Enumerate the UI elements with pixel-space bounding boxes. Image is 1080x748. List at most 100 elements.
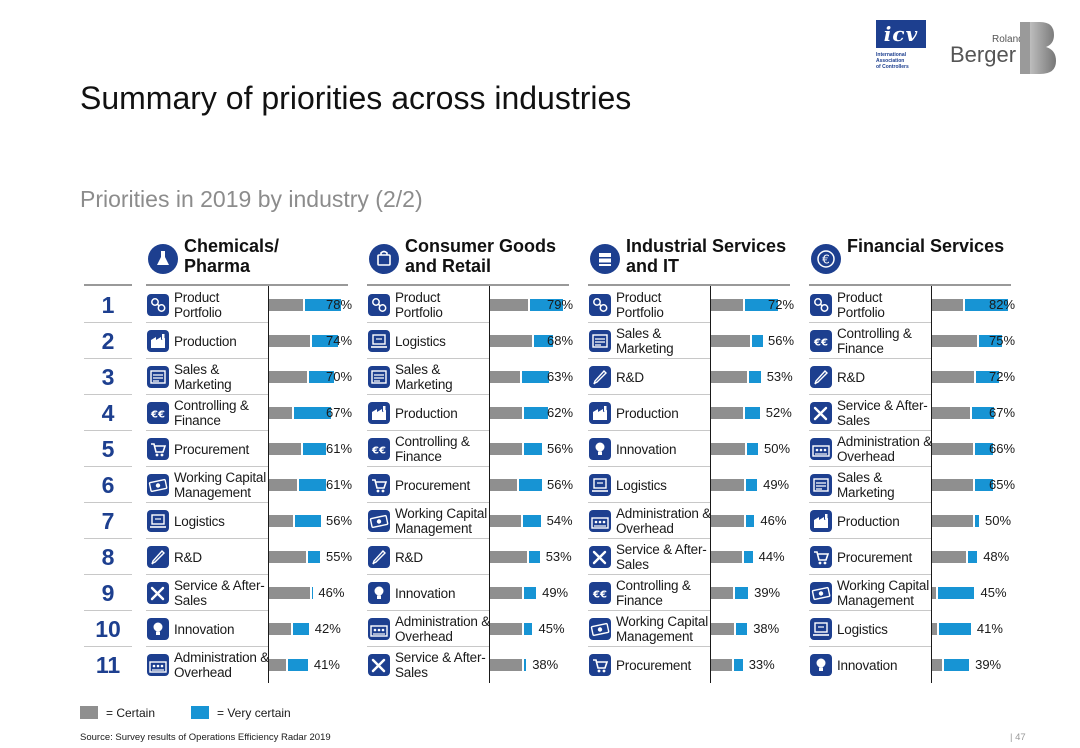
panel-header-rule [588,284,790,286]
bar-very-certain [302,443,326,455]
row-separator [588,394,710,395]
bar-total-label: 74% [326,333,353,348]
bar-total-label: 67% [989,405,1016,420]
rank-number: 10 [95,616,121,642]
bar-total-label: 50% [985,513,1012,528]
priority-row: Production 74% [146,323,352,359]
priority-row: €€ Controlling & Finance 56% [367,431,573,467]
priority-label: Sales & Marketing [174,362,232,392]
bar-certain [711,623,734,635]
priority-label: Sales & Marketing [837,470,895,500]
bar-very-certain [744,299,778,311]
priority-label: Innovation [837,657,898,673]
pen-icon [147,546,169,568]
priority-label: Procurement [395,477,471,493]
row-separator [146,358,268,359]
row-separator [367,466,489,467]
bar-certain [490,335,533,347]
bar-certain [269,659,287,671]
legend-very-certain-swatch [191,706,209,719]
bar-total-label: 39% [975,657,1002,672]
bar-total-label: 72% [989,369,1016,384]
rank-number: 3 [101,364,115,390]
svg-text:€€: €€ [150,410,165,421]
panel-title: Financial Services [847,236,1005,256]
bar-total-label: 61% [326,441,353,456]
row-separator [588,322,710,323]
bar-total-label: 79% [547,297,574,312]
bar-very-certain [305,299,342,311]
rank-number: 11 [95,652,121,678]
priority-row: Sales & Marketing 63% [367,359,573,395]
bar-total-label: 56% [547,477,574,492]
bar-total-label: 45% [980,585,1007,600]
bar-total-label: 56% [547,441,574,456]
bar-very-certain [524,407,548,419]
bar-very-certain [524,587,537,599]
factory-icon [589,402,611,424]
cart-icon [147,438,169,460]
priority-label: R&D [174,549,202,565]
bar-certain [932,659,942,671]
priority-label: R&D [837,369,865,385]
factory-icon [810,510,832,532]
bar-certain [269,443,301,455]
rank-number: 2 [101,328,115,354]
priority-label: Administration & Overhead [174,650,270,680]
row-separator [146,502,268,503]
euro-icon: €€ [810,330,832,352]
bar-axis-line [268,286,269,683]
row-separator [809,322,931,323]
portfolio-icon [810,294,832,316]
bar-very-certain [744,407,760,419]
icv-logo-sub-1: International [876,52,907,58]
bar-total-label: 44% [758,549,785,564]
sales-icon [368,366,390,388]
bar-very-certain [964,299,1008,311]
bar-certain [490,299,528,311]
priority-label: Product Portfolio [174,290,222,320]
bar-certain [711,515,745,527]
admin-icon [147,654,169,676]
bar-total-label: 48% [983,549,1010,564]
rank-number: 6 [101,472,115,498]
admin-icon [368,618,390,640]
row-separator [588,538,710,539]
server-icon [590,244,620,274]
bar-certain [269,623,291,635]
bar-certain [711,443,746,455]
pen-icon [368,546,390,568]
bar-very-certain [288,659,308,671]
bar-very-certain [971,407,995,419]
row-separator [367,322,489,323]
legend-very-certain-label: = Very certain [217,706,291,720]
priority-row: Sales & Marketing 65% [809,467,1015,503]
bar-very-certain [746,479,758,491]
flask-icon [148,244,178,274]
priority-label: Service & After-Sales [395,650,486,680]
bar-very-certain [292,623,309,635]
row-separator [367,358,489,359]
priority-row: Sales & Marketing 56% [588,323,794,359]
money-icon [368,510,390,532]
bar-total-label: 56% [768,333,795,348]
priority-row: Innovation 39% [809,647,1011,683]
bag-icon [369,244,399,274]
bar-total-label: 70% [326,369,353,384]
row-separator [809,610,931,611]
panel-header: Industrial Services and IT [588,232,790,284]
bar-certain [932,515,974,527]
bar-very-certain [524,623,533,635]
svg-text:€€: €€ [813,338,828,349]
pen-icon [810,366,832,388]
bar-very-certain [976,371,999,383]
logistics-icon [147,510,169,532]
admin-icon [810,438,832,460]
legend-certain-swatch [80,706,98,719]
icv-logo: icv International Association of Control… [876,20,926,80]
bar-total-label: 45% [538,621,565,636]
priority-label: Innovation [174,621,235,637]
row-separator [588,502,710,503]
bar-total-label: 52% [765,405,792,420]
panel-header-rule [146,284,348,286]
